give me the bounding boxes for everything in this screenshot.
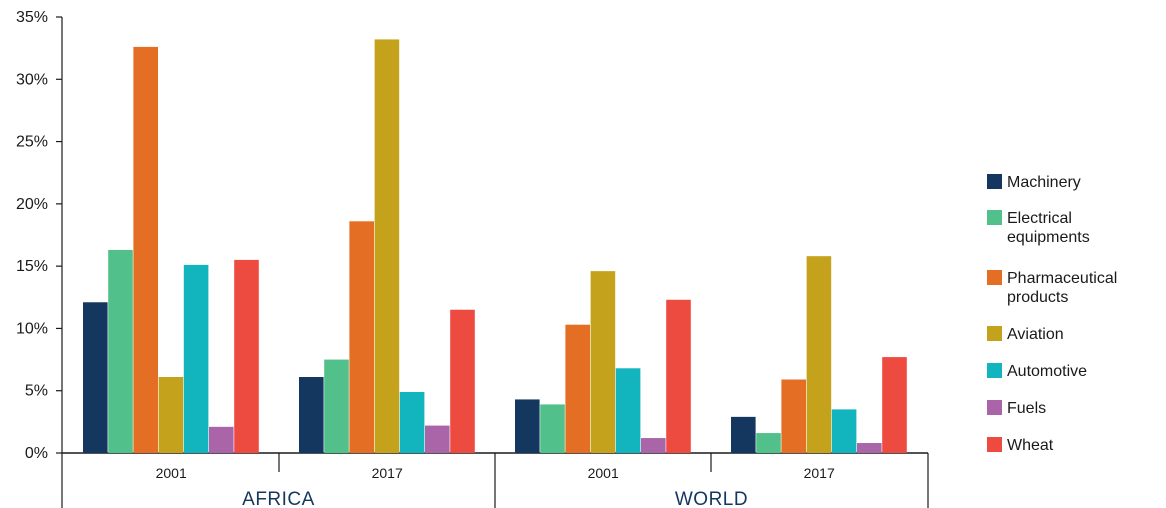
bar: [857, 443, 882, 453]
y-tick-label: 35%: [16, 9, 48, 26]
year-label: 2001: [156, 465, 187, 481]
y-tick-label: 0%: [25, 445, 48, 462]
bar: [450, 309, 475, 453]
legend-label: Aviation: [1007, 326, 1064, 343]
legend-label: Automotive: [1007, 363, 1087, 380]
bar: [565, 324, 590, 453]
bar: [615, 368, 641, 453]
bar: [781, 379, 806, 453]
y-tick-label: 15%: [16, 258, 48, 275]
bar: [209, 426, 234, 453]
bar: [83, 302, 108, 453]
legend-swatch: [987, 174, 1002, 189]
group-label: WORLD: [675, 489, 748, 508]
bar: [158, 377, 184, 453]
bar: [324, 359, 349, 453]
y-tick-label: 30%: [16, 71, 48, 88]
year-label: 2017: [372, 465, 403, 481]
legend-swatch: [987, 210, 1002, 225]
legend-label: Pharmaceutical products: [1007, 270, 1117, 306]
bar: [374, 39, 400, 454]
year-label: 2017: [804, 465, 835, 481]
bar: [133, 46, 158, 454]
bar: [540, 404, 565, 453]
bar: [666, 299, 691, 453]
legend-label: Machinery: [1007, 174, 1081, 191]
bar: [425, 425, 450, 453]
bar: [349, 221, 374, 453]
bar: [108, 249, 133, 453]
bar: [515, 399, 540, 453]
bar: [806, 256, 832, 453]
y-tick-label: 5%: [25, 383, 48, 400]
y-tick-label: 20%: [16, 196, 48, 213]
legend-label: Wheat: [1007, 437, 1054, 454]
legend-label: Electrical equipments: [1007, 210, 1090, 246]
bar: [641, 438, 666, 453]
legend-swatch: [987, 400, 1002, 415]
legend-swatch: [987, 270, 1002, 285]
year-label: 2001: [588, 465, 619, 481]
y-tick-label: 10%: [16, 320, 48, 337]
bar: [831, 409, 857, 453]
bar: [590, 271, 616, 453]
legend-swatch: [987, 437, 1002, 452]
legend-swatch: [987, 363, 1002, 378]
legend-swatch: [987, 326, 1002, 341]
bar: [882, 357, 907, 453]
bar: [183, 264, 209, 453]
bar: [299, 377, 324, 453]
legend-label: Fuels: [1007, 400, 1046, 417]
bar: [731, 416, 756, 453]
bar: [234, 259, 259, 453]
bar: [756, 433, 781, 453]
group-label: AFRICA: [242, 489, 315, 508]
bar: [399, 391, 425, 453]
y-tick-label: 25%: [16, 134, 48, 151]
